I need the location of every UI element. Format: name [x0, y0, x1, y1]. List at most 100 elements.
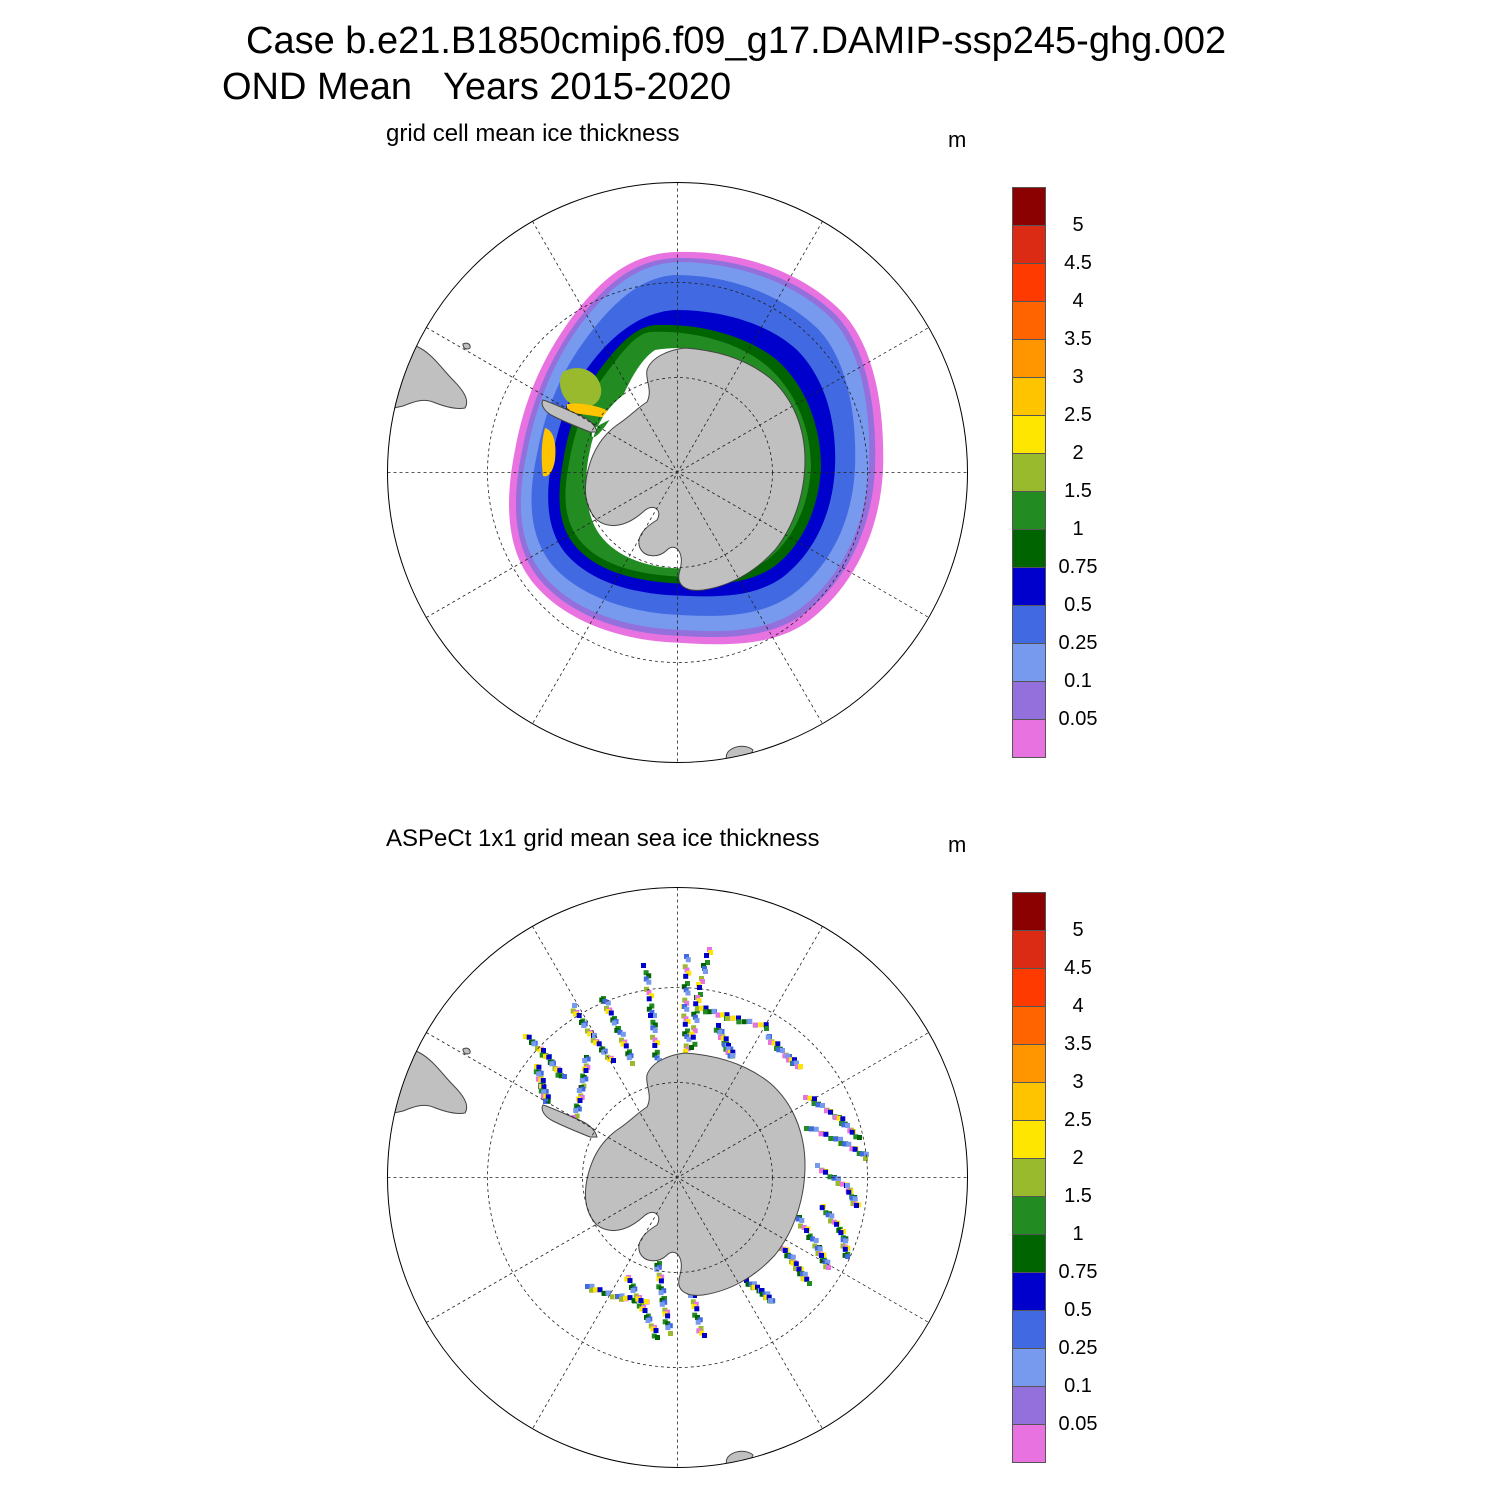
- observation-cell: [807, 1281, 812, 1286]
- observation-cell: [691, 1025, 697, 1031]
- observation-cell: [641, 963, 646, 968]
- colorbar-tick-label: 0.1: [1064, 670, 1092, 692]
- observation-cell: [577, 1098, 583, 1103]
- observation-cell: [716, 1023, 721, 1028]
- observation-cell: [585, 1284, 590, 1289]
- observation-cell: [699, 976, 704, 981]
- observation-cell: [646, 990, 652, 995]
- observation-cell: [845, 1254, 850, 1259]
- observation-cell: [562, 1074, 567, 1079]
- observation-cell: [683, 987, 689, 993]
- colorbar-segment: [1012, 567, 1046, 606]
- observation-cell: [786, 1057, 791, 1063]
- observation-cell: [736, 1019, 742, 1025]
- observation-cell: [793, 1261, 799, 1267]
- observation-cell: [607, 1056, 613, 1062]
- observation-cell: [545, 1094, 551, 1100]
- observation-cell: [759, 1291, 765, 1297]
- observation-cell: [557, 1068, 563, 1073]
- antarctic-peninsula: [541, 399, 598, 433]
- observation-cell: [801, 1225, 807, 1230]
- observation-cell: [619, 1296, 624, 1302]
- observation-cell: [723, 1036, 729, 1042]
- observation-cell: [780, 1048, 785, 1053]
- colorbar-segment: [1012, 1348, 1046, 1387]
- observation-cell: [778, 1246, 783, 1251]
- observation-cell: [649, 993, 655, 999]
- observation-cell: [841, 1122, 847, 1128]
- observation-cell: [684, 1034, 690, 1039]
- observation-cell: [686, 1036, 692, 1042]
- observation-cell: [828, 1109, 833, 1115]
- observation-cell: [715, 1012, 721, 1018]
- observation-cell: [842, 1246, 848, 1252]
- observation-cell: [758, 1022, 764, 1028]
- colorbar-segment: [1012, 187, 1046, 226]
- colorbar-tick-label: 2.5: [1064, 1109, 1092, 1131]
- observation-cell: [624, 1276, 630, 1282]
- observation-cell: [682, 997, 688, 1003]
- observation-cell: [694, 1018, 700, 1023]
- colorbar-segment: [1012, 1120, 1046, 1159]
- figure-title-case: Case b.e21.B1850cmip6.f09_g17.DAMIP-ssp2…: [246, 20, 1227, 62]
- observation-cell: [685, 1046, 691, 1052]
- model-ice-thickness-map: [387, 182, 968, 763]
- observation-cell: [822, 1259, 828, 1264]
- observation-cell: [717, 1029, 723, 1035]
- observation-cell: [648, 1323, 654, 1329]
- observation-cell: [685, 981, 690, 986]
- observation-cell: [833, 1136, 839, 1142]
- observation-cell: [840, 1116, 846, 1122]
- observation-cell: [839, 1141, 844, 1146]
- observation-cell: [725, 1046, 731, 1052]
- observation-cell: [644, 1315, 649, 1320]
- colorbar-tick-label: 5: [1072, 214, 1084, 236]
- observation-cell: [857, 1135, 862, 1140]
- observation-cell: [784, 1253, 790, 1259]
- aspect-ice-thickness-map: [387, 887, 968, 1468]
- observation-cell: [555, 1072, 561, 1078]
- observation-cell: [546, 1054, 552, 1060]
- observation-cell: [849, 1129, 855, 1135]
- observation-cell: [782, 1248, 788, 1253]
- colorbar-tick-label: 0.25: [1058, 632, 1098, 654]
- observation-cell: [798, 1064, 803, 1069]
- observation-cell: [798, 1223, 803, 1229]
- colorbar-segment: [1012, 605, 1046, 644]
- observation-cell: [724, 1012, 730, 1018]
- observation-cell: [654, 1040, 660, 1046]
- observation-cell: [684, 1006, 690, 1012]
- observation-cell: [630, 1061, 635, 1066]
- observation-cell: [856, 1151, 862, 1156]
- observation-cell: [639, 1306, 645, 1312]
- observation-cell: [652, 1052, 658, 1058]
- observation-cell: [808, 1126, 814, 1132]
- observation-cell: [652, 1037, 658, 1043]
- observation-cell: [817, 1246, 823, 1252]
- observation-cell: [836, 1115, 842, 1121]
- observation-cell: [691, 1011, 697, 1017]
- observation-cell: [601, 1290, 607, 1296]
- observation-cell: [802, 1271, 808, 1277]
- observation-cell: [836, 1176, 841, 1182]
- observation-cell: [730, 1015, 736, 1021]
- observation-cell: [698, 992, 703, 997]
- observation-cell: [684, 967, 690, 973]
- observation-cell: [776, 1047, 782, 1053]
- observation-cell: [685, 990, 691, 996]
- observation-cell: [690, 1034, 696, 1040]
- observation-cell: [701, 963, 706, 968]
- observation-cell: [536, 1071, 542, 1077]
- colorbar-tick-label: 2.5: [1064, 404, 1092, 426]
- observation-cell: [611, 1020, 617, 1026]
- observation-cell: [702, 966, 707, 971]
- colorbar-segment: [1012, 968, 1046, 1007]
- observation-cell: [651, 1333, 657, 1339]
- colorbar-tick-label: 3: [1072, 1071, 1084, 1093]
- observation-cell: [765, 1034, 771, 1040]
- observation-cell: [823, 1264, 829, 1270]
- observation-cell: [668, 1331, 673, 1336]
- colorbar-top: [1012, 187, 1046, 758]
- observation-cell: [648, 1013, 653, 1018]
- observation-cell: [846, 1189, 852, 1195]
